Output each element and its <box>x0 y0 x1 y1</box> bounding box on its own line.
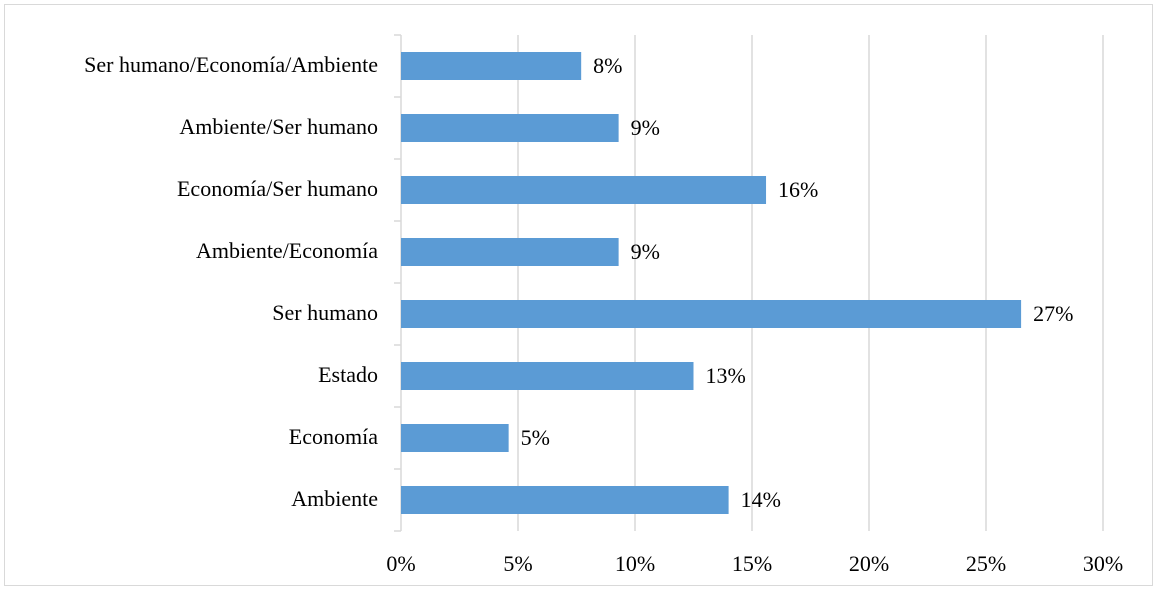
y-tick-label: Economía/Ser humano <box>177 176 378 201</box>
x-tick-label: 20% <box>849 551 889 576</box>
x-tick-label: 25% <box>966 551 1006 576</box>
y-tick-label: Ambiente/Ser humano <box>179 114 378 139</box>
data-label: 9% <box>631 115 660 140</box>
x-tick-label: 0% <box>386 551 415 576</box>
bar <box>401 52 582 80</box>
data-label: 14% <box>741 487 781 512</box>
bar <box>401 486 729 514</box>
y-tick-label: Economía <box>289 424 378 449</box>
bar <box>401 424 509 452</box>
bar <box>401 238 619 266</box>
x-tick-label: 15% <box>732 551 772 576</box>
y-tick-label: Ambiente <box>291 486 378 511</box>
y-tick-label: Ambiente/Economía <box>196 238 378 263</box>
data-label: 27% <box>1033 301 1073 326</box>
bar <box>401 176 767 204</box>
bar <box>401 362 694 390</box>
data-label: 16% <box>778 177 818 202</box>
data-label: 5% <box>521 425 550 450</box>
y-tick-label: Ser humano <box>272 300 378 325</box>
x-tick-label: 5% <box>503 551 532 576</box>
bar <box>401 114 619 142</box>
y-tick-label: Ser humano/Economía/Ambiente <box>84 52 378 77</box>
x-tick-label: 30% <box>1083 551 1123 576</box>
bar <box>401 300 1022 328</box>
data-label: 9% <box>631 239 660 264</box>
x-tick-label: 10% <box>615 551 655 576</box>
data-label: 8% <box>593 53 622 78</box>
data-label: 13% <box>706 363 746 388</box>
y-tick-label: Estado <box>318 362 378 387</box>
